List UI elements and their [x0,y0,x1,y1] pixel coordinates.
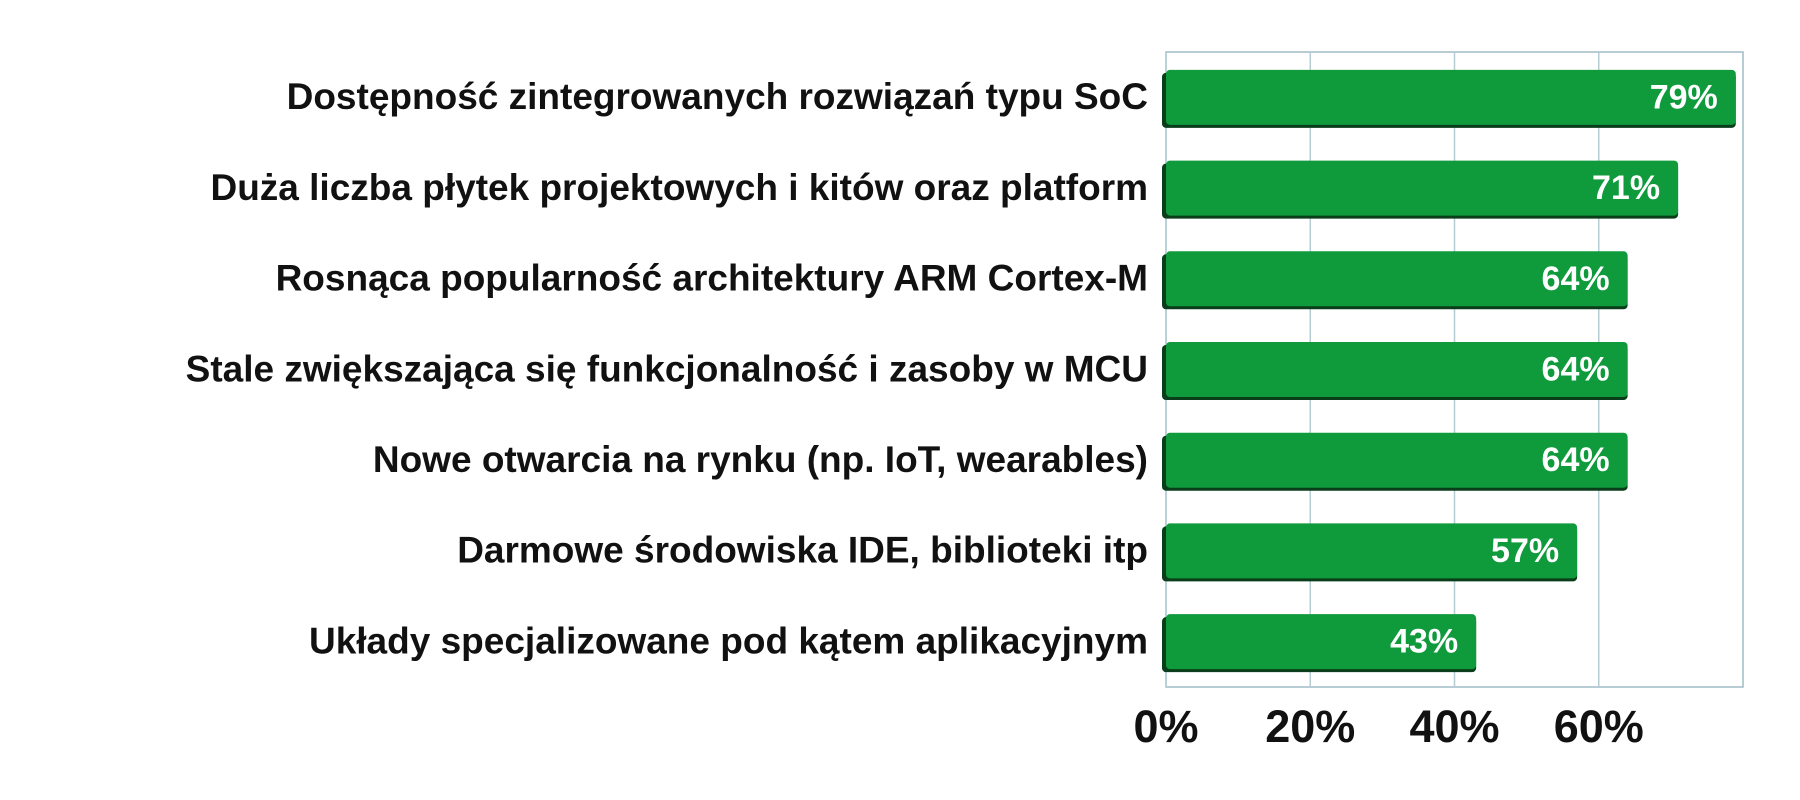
x-tick-label: 60% [1554,701,1644,752]
category-label: Darmowe środowiska IDE, biblioteki itp [457,530,1148,571]
value-label: 64% [1542,441,1610,479]
bar [1166,160,1679,216]
bar [1166,523,1578,579]
category-label: Układy specjalizowane pod kątem aplikacy… [309,620,1148,661]
x-tick-label: 20% [1265,701,1355,752]
bar [1166,614,1477,670]
bar [1166,432,1628,488]
value-label: 64% [1542,260,1610,298]
x-tick-label: 0% [1133,701,1198,752]
value-label: 64% [1542,350,1610,388]
value-label: 57% [1491,532,1559,570]
value-label: 71% [1592,169,1660,207]
x-tick-label: 40% [1409,701,1499,752]
category-label: Duża liczba płytek projektowych i kitów … [210,167,1148,208]
value-label: 43% [1390,623,1458,661]
bar [1166,251,1628,307]
category-label: Nowe otwarcia na rynku (np. IoT, wearabl… [373,439,1148,480]
category-label: Stale zwiększająca się funkcjonalność i … [186,348,1148,389]
value-label: 79% [1650,78,1718,116]
bar [1166,69,1736,125]
bar [1166,342,1628,397]
category-label: Rosnąca popularność architektury ARM Cor… [276,258,1148,299]
category-label: Dostępność zintegrowanych rozwiązań typu… [287,76,1148,117]
